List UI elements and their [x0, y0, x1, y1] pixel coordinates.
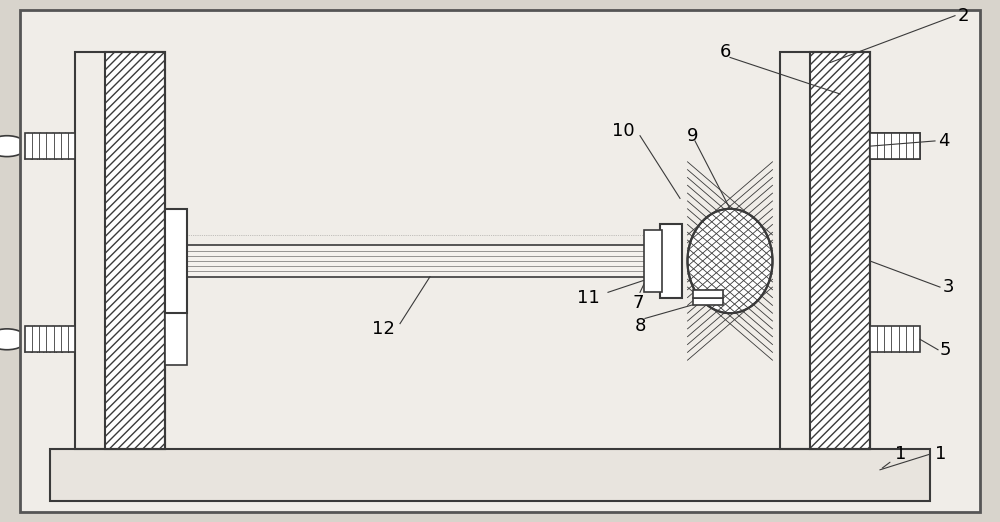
Text: 12: 12 — [372, 320, 395, 338]
Text: 5: 5 — [940, 341, 952, 359]
Circle shape — [918, 136, 958, 157]
Text: 1: 1 — [882, 445, 906, 468]
Text: 4: 4 — [938, 132, 950, 150]
Bar — [25, 326, 75, 352]
Bar — [644, 230, 662, 292]
Ellipse shape — [688, 209, 772, 313]
Circle shape — [0, 329, 27, 350]
Text: 9: 9 — [687, 127, 699, 145]
Circle shape — [0, 136, 27, 157]
Bar — [187, 245, 660, 277]
Text: 2: 2 — [958, 7, 970, 25]
Bar — [25, 133, 75, 159]
Bar — [870, 326, 920, 352]
Text: 7: 7 — [632, 294, 644, 312]
Circle shape — [918, 136, 958, 157]
Text: 6: 6 — [719, 43, 731, 61]
Bar — [660, 224, 682, 298]
Bar — [870, 133, 920, 159]
Bar — [780, 52, 870, 449]
Text: 1: 1 — [935, 445, 946, 463]
Text: 8: 8 — [634, 317, 646, 335]
Text: 10: 10 — [612, 122, 635, 139]
Circle shape — [918, 329, 958, 350]
Text: 3: 3 — [943, 278, 954, 296]
Bar — [810, 52, 870, 449]
Bar — [105, 52, 165, 449]
Bar — [693, 290, 723, 298]
Text: 11: 11 — [577, 289, 600, 306]
Bar — [165, 209, 187, 313]
Bar — [165, 261, 187, 365]
Bar — [693, 298, 723, 305]
Bar — [75, 52, 165, 449]
Bar — [870, 133, 920, 159]
Bar — [50, 449, 930, 501]
